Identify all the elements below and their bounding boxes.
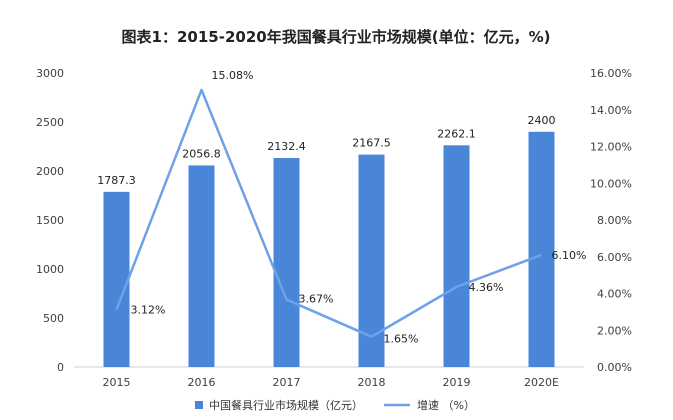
bar-value-label: 1787.3 xyxy=(97,174,136,187)
bar-value-label: 2056.8 xyxy=(182,147,221,160)
line-value-label: 3.67% xyxy=(299,293,334,306)
bar-value-label: 2262.1 xyxy=(437,127,476,140)
y-left-tick-label: 1500 xyxy=(36,214,64,227)
y-right-tick-label: 16.00% xyxy=(590,67,632,80)
line-value-label: 6.10% xyxy=(552,249,587,262)
x-tick-label: 2015 xyxy=(103,376,131,389)
y-right-tick-label: 2.00% xyxy=(597,324,632,337)
legend: 中国餐具行业市场规模（亿元） 增速 （%） xyxy=(195,398,475,412)
chart-title: 图表1：2015-2020年我国餐具行业市场规模(单位：亿元，%) xyxy=(122,28,551,46)
y-right-tick-label: 4.00% xyxy=(597,288,632,301)
legend-line-label: 增速 （%） xyxy=(417,398,475,412)
axes-layer: 0 500 1000 1500 2000 2500 3000 0.00% 2.00% 4.00% 6… xyxy=(36,67,632,389)
x-tick-label: 2017 xyxy=(273,376,301,389)
y-right-tick-label: 8.00% xyxy=(597,214,632,227)
legend-bar-label: 中国餐具行业市场规模（亿元） xyxy=(209,398,363,412)
line-value-label: 1.65% xyxy=(384,333,419,346)
y-right-tick-label: 14.00% xyxy=(590,104,632,117)
bars-layer xyxy=(103,131,555,367)
y-left-tick-label: 2500 xyxy=(36,116,64,129)
bar xyxy=(103,191,130,367)
bar xyxy=(188,165,215,367)
y-right-tick-label: 0.00% xyxy=(597,361,632,374)
bar xyxy=(358,154,385,367)
y-left-tick-label: 3000 xyxy=(36,67,64,80)
x-tick-label: 2016 xyxy=(188,376,216,389)
bar xyxy=(528,131,555,367)
x-tick-label: 2019 xyxy=(443,376,471,389)
bar xyxy=(443,145,470,367)
line-layer xyxy=(115,88,542,338)
y-right-tick-label: 10.00% xyxy=(590,177,632,190)
bar xyxy=(273,158,300,367)
x-tick-label: 2018 xyxy=(358,376,386,389)
y-right-tick-label: 6.00% xyxy=(597,251,632,264)
y-left-tick-label: 1000 xyxy=(36,263,64,276)
line-value-label: 4.36% xyxy=(469,281,504,294)
bar-value-label: 2167.5 xyxy=(352,137,391,150)
growth-line xyxy=(115,88,542,338)
y-left-tick-label: 500 xyxy=(43,312,64,325)
line-value-label: 15.08% xyxy=(212,69,254,82)
x-tick-label: 2020E xyxy=(524,376,559,389)
y-right-tick-label: 12.00% xyxy=(590,141,632,154)
labels-layer: 1787.3 2056.8 2132.4 2167.5 2262.1 2400 3.12% 1… xyxy=(97,69,586,346)
bar-value-label: 2132.4 xyxy=(267,140,306,153)
y-left-tick-label: 0 xyxy=(57,361,64,374)
legend-bar-swatch xyxy=(195,401,203,409)
bar-value-label: 2400 xyxy=(528,114,556,127)
line-value-label: 3.12% xyxy=(131,304,166,317)
y-left-tick-label: 2000 xyxy=(36,165,64,178)
